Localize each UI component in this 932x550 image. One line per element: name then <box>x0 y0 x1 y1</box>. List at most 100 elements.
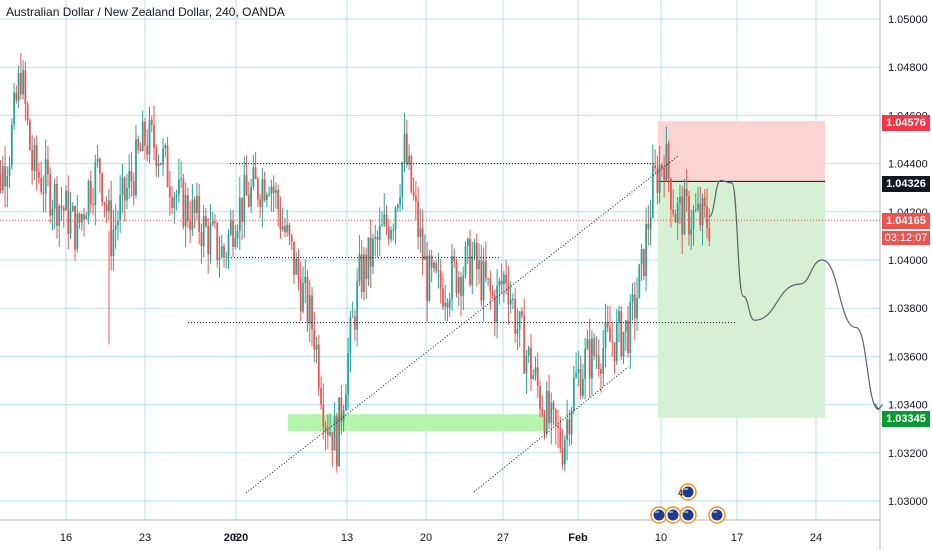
candle-up <box>351 316 354 318</box>
candle-down <box>606 322 609 328</box>
candle-down <box>132 181 135 196</box>
candle-up <box>532 375 535 380</box>
candle-down <box>4 166 6 187</box>
take-profit-zone <box>658 181 825 418</box>
candle-down <box>613 342 616 362</box>
candle-down <box>536 367 539 386</box>
candle-down <box>387 226 390 240</box>
target-price-tag: 1.03345 <box>886 413 926 425</box>
candle-down <box>241 197 243 222</box>
candle-down <box>279 209 282 230</box>
candle-down <box>277 190 280 210</box>
candle-up <box>457 276 460 294</box>
candle-up <box>175 194 178 197</box>
candle-up <box>295 258 298 275</box>
candle-up <box>135 139 137 196</box>
candle-down <box>153 124 155 148</box>
candle-down <box>47 159 49 175</box>
candle-down <box>600 369 602 374</box>
candle-down <box>146 145 149 155</box>
projection-arrowhead <box>874 403 884 411</box>
candle-down <box>620 310 623 357</box>
candle-up <box>44 159 47 194</box>
candle-up <box>591 338 593 379</box>
candle-up <box>512 298 514 300</box>
candle-up <box>85 215 88 220</box>
candle-down <box>38 172 40 178</box>
candle-up <box>252 167 255 187</box>
candle-down <box>155 147 158 167</box>
current-price-tag: 1.04165 <box>886 215 926 227</box>
candle-up <box>347 353 350 395</box>
candle-up <box>53 183 56 209</box>
candle-up <box>478 260 480 270</box>
candle-down <box>171 197 173 209</box>
candle-up <box>229 220 232 235</box>
candle-down <box>15 92 18 101</box>
candle-down <box>324 426 327 431</box>
candle-up <box>76 213 79 250</box>
candle-down <box>593 338 596 356</box>
time-axis-label: 27 <box>497 532 509 544</box>
candle-down <box>105 204 108 212</box>
candle-up <box>202 216 205 247</box>
candle-down <box>410 155 413 192</box>
candle-up <box>577 368 580 373</box>
time-axis-label: 23 <box>139 532 151 544</box>
candle-down <box>521 311 523 316</box>
candle-up <box>87 181 90 216</box>
candle-up <box>367 237 370 280</box>
candle-down <box>67 190 70 234</box>
candle-up <box>164 145 167 149</box>
candle-down <box>708 227 711 241</box>
candle-up <box>51 208 54 216</box>
candle-up <box>586 339 589 349</box>
candle-up <box>243 175 246 222</box>
price-tag-background <box>882 231 930 245</box>
candle-down <box>376 236 379 241</box>
candle-down <box>663 167 666 180</box>
candle-down <box>685 188 688 197</box>
candle-down <box>193 199 196 214</box>
candle-up <box>114 225 117 230</box>
time-axis-label: Feb <box>568 532 588 544</box>
candle-up <box>227 234 230 257</box>
candle-down <box>674 213 677 223</box>
candle-down <box>442 288 444 307</box>
candle-up <box>390 229 392 240</box>
candle-up <box>473 242 476 256</box>
candle-down <box>259 199 262 208</box>
candle-up <box>173 196 176 209</box>
candle-up <box>534 367 537 376</box>
candle-down <box>561 448 564 465</box>
candle-up <box>381 224 383 226</box>
candle-down <box>554 409 557 426</box>
candle-down <box>92 204 94 206</box>
candle-up <box>71 205 74 212</box>
candle-up <box>261 179 264 208</box>
candle-down <box>491 291 494 296</box>
time-axis-label: 2020 <box>224 532 248 544</box>
candle-up <box>575 372 578 378</box>
candle-down <box>588 339 591 379</box>
candle-down <box>83 214 85 220</box>
candle-up <box>518 311 521 330</box>
candle-up <box>378 225 381 241</box>
candle-down <box>642 248 645 277</box>
price-axis-label: 1.04400 <box>888 159 928 171</box>
candle-down <box>331 431 334 451</box>
candle-up <box>396 204 399 209</box>
candle-down <box>40 177 43 193</box>
candle-up <box>338 397 341 467</box>
candle-down <box>205 216 207 227</box>
candle-down <box>103 202 106 205</box>
candle-down <box>60 205 63 209</box>
candle-down <box>159 163 162 165</box>
candle-up <box>624 320 627 332</box>
candle-up <box>374 236 377 239</box>
candle-up <box>618 310 620 323</box>
candle-down <box>89 181 92 205</box>
price-axis-label: 1.04000 <box>888 255 928 267</box>
